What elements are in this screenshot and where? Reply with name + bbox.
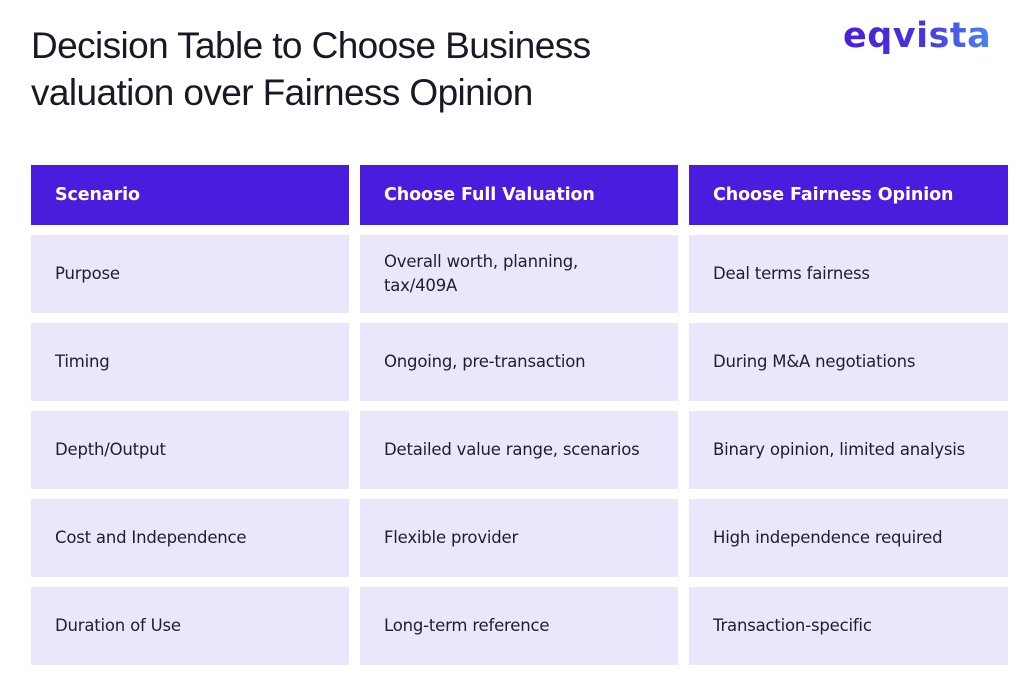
table-cell-full-valuation: Ongoing, pre-transaction [360,323,678,401]
table-cell-fairness-opinion: During M&A negotiations [689,323,1008,401]
table-cell-scenario: Timing [31,323,349,401]
table-cell-scenario: Depth/Output [31,411,349,489]
table-cell-scenario: Purpose [31,235,349,313]
table-cell-fairness-opinion: High independence required [689,499,1008,577]
page-title: Decision Table to Choose Business valuat… [31,22,751,116]
column-header-scenario: Scenario [31,165,349,225]
eqvista-logo: eqvista [843,16,992,56]
table-cell-full-valuation: Long-term reference [360,587,678,665]
table-cell-fairness-opinion: Deal terms fairness [689,235,1008,313]
page-title-line-2: valuation over Fairness Opinion [31,72,533,113]
table-cell-scenario: Cost and Independence [31,499,349,577]
column-header-full-valuation: Choose Full Valuation [360,165,678,225]
column-header-fairness-opinion: Choose Fairness Opinion [689,165,1008,225]
table-cell-fairness-opinion: Binary opinion, limited analysis [689,411,1008,489]
table-cell-full-valuation: Overall worth, planning, tax/409A [360,235,678,313]
page-title-line-1: Decision Table to Choose Business [31,25,591,66]
table-cell-full-valuation: Detailed value range, scenarios [360,411,678,489]
table-cell-fairness-opinion: Transaction-specific [689,587,1008,665]
decision-table: Scenario Choose Full Valuation Choose Fa… [31,165,1008,665]
table-cell-full-valuation: Flexible provider [360,499,678,577]
table-cell-scenario: Duration of Use [31,587,349,665]
